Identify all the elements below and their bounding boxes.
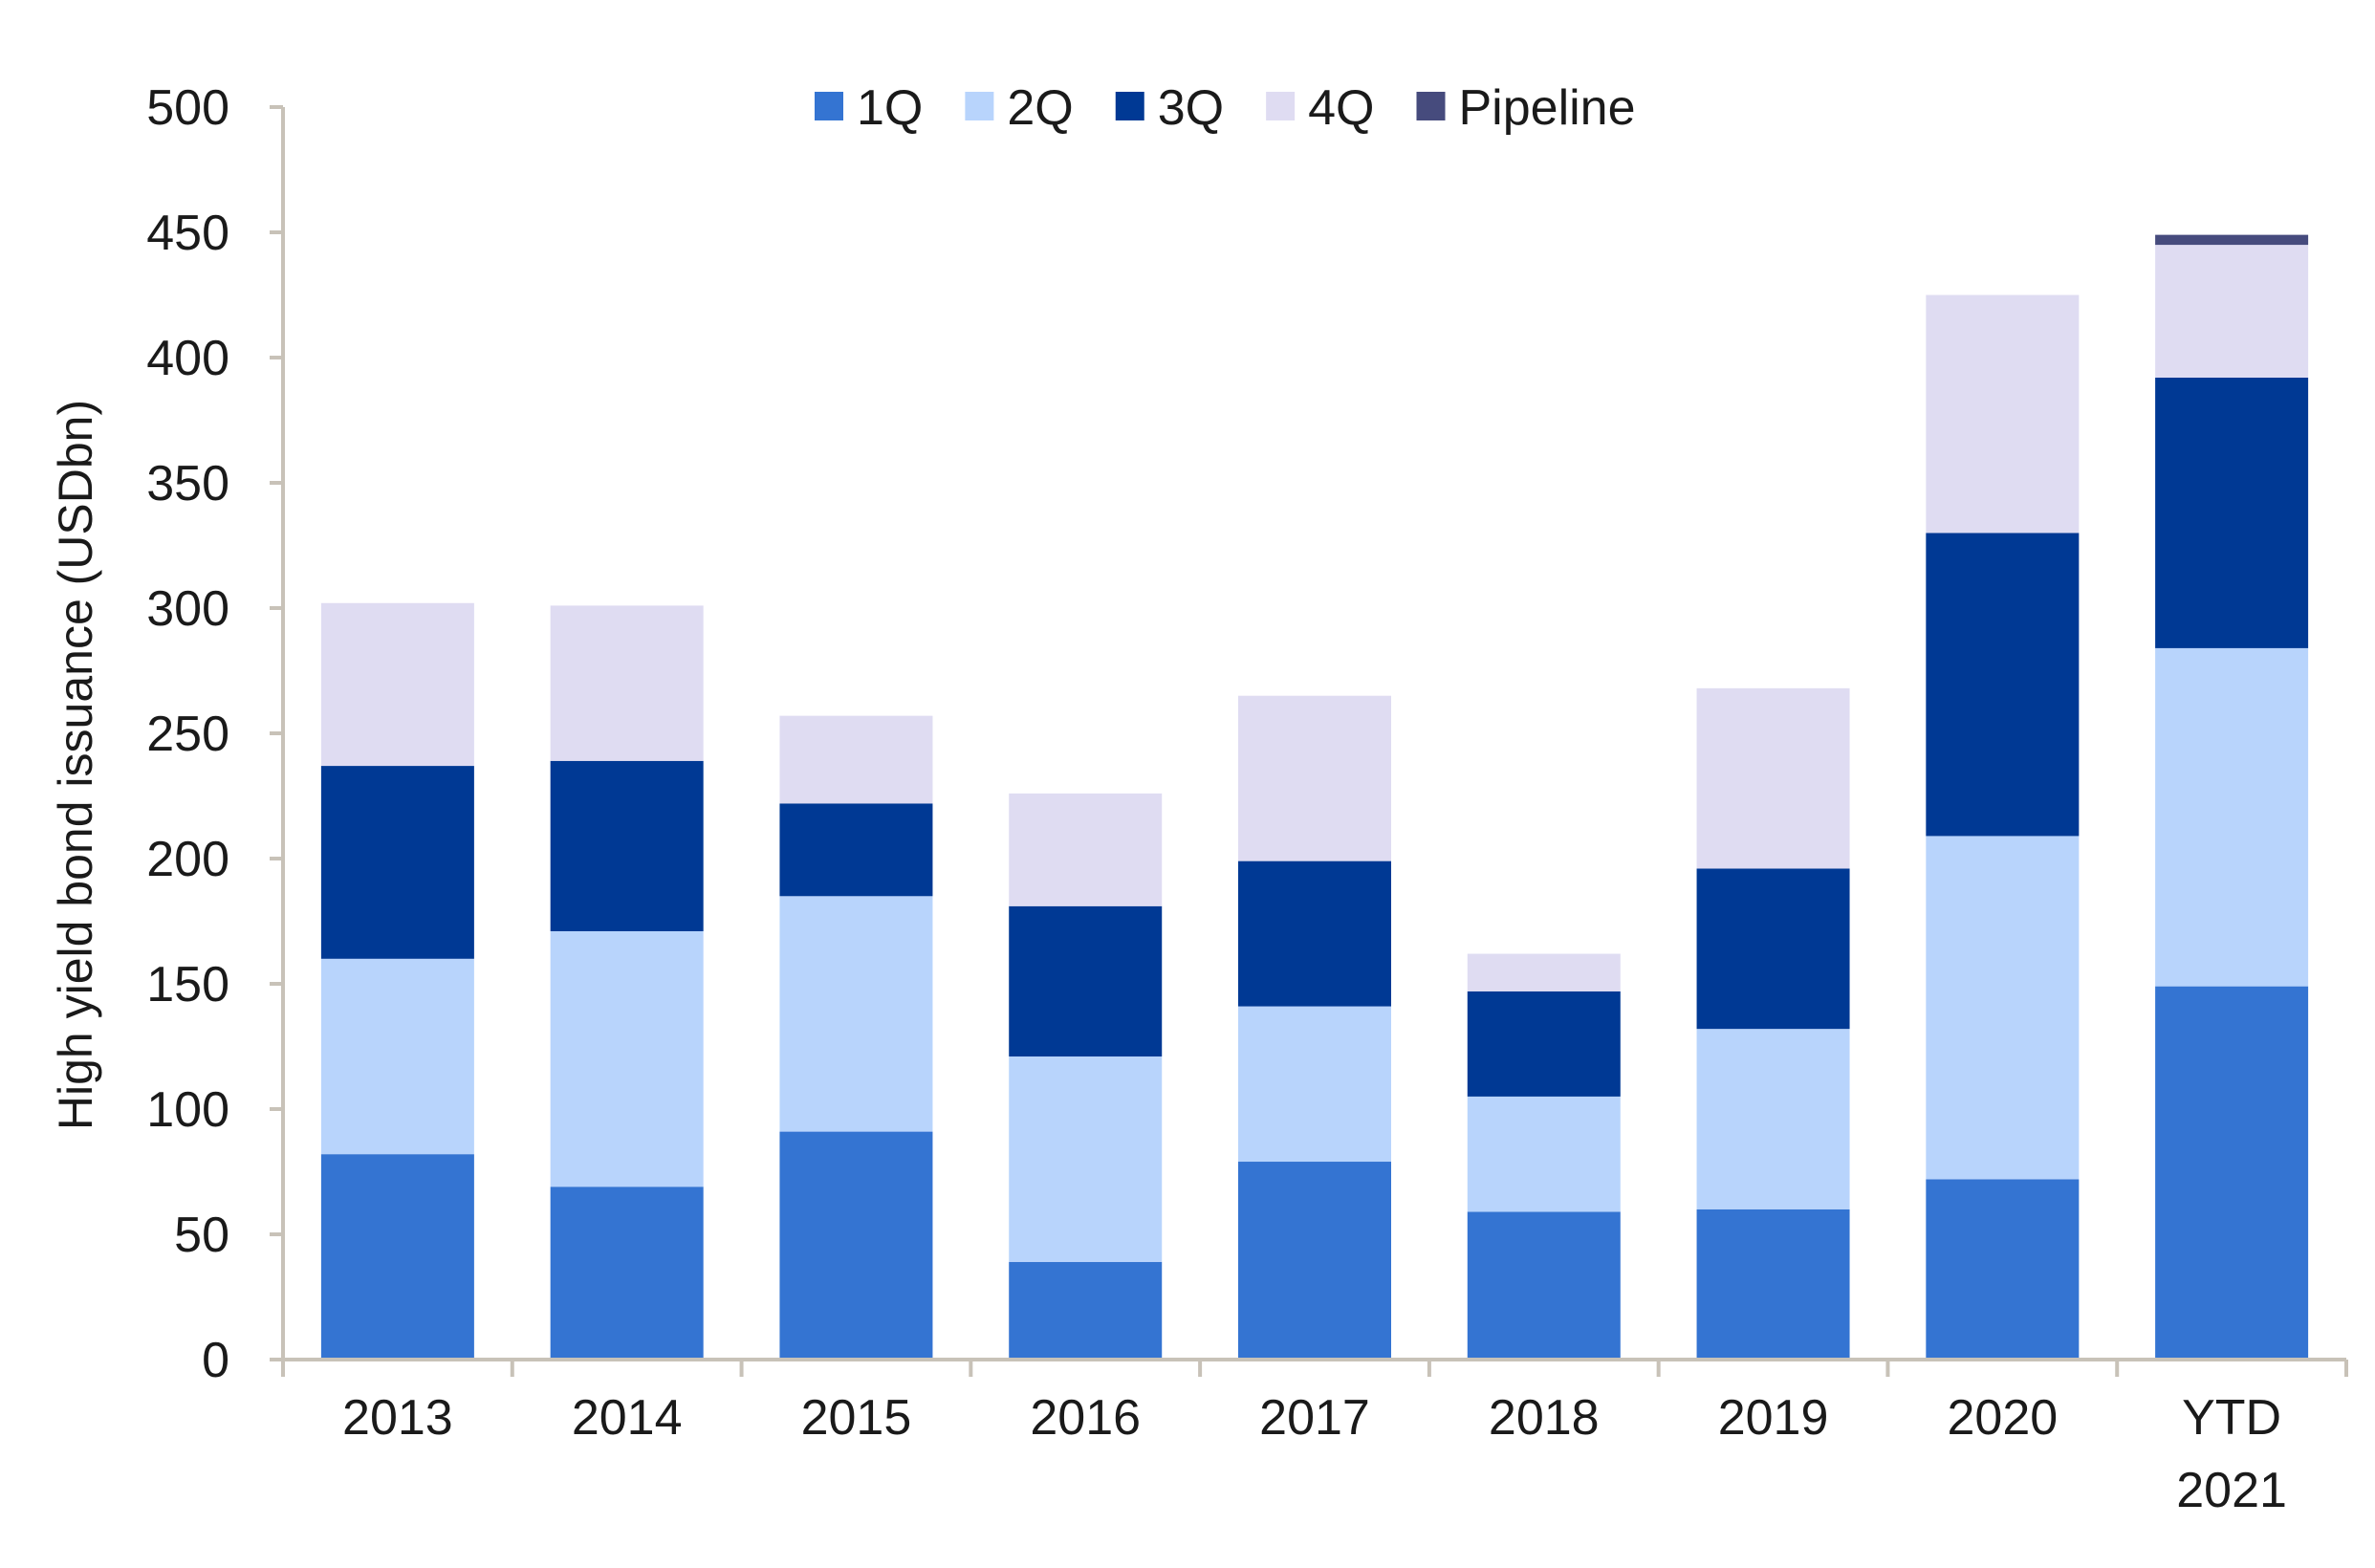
x-tick-label: 2019 — [1718, 1390, 1829, 1446]
bar-segment — [1238, 1162, 1391, 1360]
bar-segment — [550, 1187, 704, 1360]
bar-segment — [550, 605, 704, 761]
legend-swatch — [1266, 92, 1296, 120]
bar-segment — [1009, 905, 1163, 1056]
bar-segment — [1467, 1096, 1621, 1212]
x-tick-label: YTD — [2182, 1390, 2281, 1446]
legend-label: Pipeline — [1459, 80, 1636, 136]
bar-segment — [1696, 687, 1850, 869]
y-tick-label: 250 — [146, 707, 229, 762]
bar-segment — [2155, 986, 2309, 1360]
bar-segment — [1926, 294, 2080, 534]
legend-label: 2Q — [1007, 80, 1073, 136]
bar-segment — [1696, 868, 1850, 1030]
bars — [320, 234, 2309, 1360]
x-tick-label: 2021 — [2176, 1463, 2287, 1518]
x-tick-label: 2014 — [572, 1390, 683, 1446]
legend-swatch — [1416, 92, 1446, 120]
bar-segment — [320, 1154, 474, 1360]
bar-segment — [1467, 953, 1621, 991]
bar-segment — [1238, 695, 1391, 861]
bar-segment — [320, 766, 474, 959]
bar-segment — [550, 760, 704, 931]
bar-segment — [1696, 1029, 1850, 1209]
y-tick-label: 200 — [146, 832, 229, 887]
bar-segment — [1238, 1006, 1391, 1163]
bar-segment — [1926, 533, 2080, 837]
y-tick-label: 100 — [146, 1082, 229, 1138]
bar-segment — [2155, 245, 2309, 378]
x-tick-label: 2017 — [1259, 1390, 1370, 1446]
y-tick-label: 50 — [174, 1208, 229, 1263]
y-tick-label: 300 — [146, 581, 229, 637]
legend-swatch — [965, 92, 994, 120]
bar-segment — [550, 930, 704, 1187]
x-tick-label: 2020 — [1947, 1390, 2058, 1446]
bar-segment — [1009, 1261, 1163, 1360]
bar-segment — [320, 602, 474, 767]
bar-segment — [1009, 1056, 1163, 1262]
y-tick-label: 500 — [146, 80, 229, 136]
bar-segment — [1467, 991, 1621, 1097]
bar-segment — [779, 896, 933, 1132]
bar-segment — [779, 1131, 933, 1360]
legend-label: 3Q — [1158, 80, 1224, 136]
bar-segment — [779, 715, 933, 804]
x-tick-label: 2018 — [1489, 1390, 1600, 1446]
bar-segment — [1238, 860, 1391, 1007]
legend-swatch — [815, 92, 843, 120]
bar-segment — [2155, 234, 2309, 246]
y-axis-title: High yield bond issuance (USDbn) — [49, 400, 102, 1130]
legend-label: 1Q — [857, 80, 923, 136]
x-tick-label: 2016 — [1030, 1390, 1141, 1446]
x-axis: 2013 2014 2015 2016 2017 2018 2019 2020 YTD 2021 — [281, 1358, 2348, 1518]
legend-swatch — [1115, 92, 1144, 120]
y-tick-label: 400 — [146, 331, 229, 386]
legend-label: 4Q — [1308, 80, 1374, 136]
bar-segment — [2155, 377, 2309, 648]
legend: 1Q 2Q 3Q 4Q Pipeline — [815, 80, 1636, 136]
x-tick-label: 2013 — [342, 1390, 453, 1446]
bar-segment — [1926, 1179, 2080, 1360]
y-tick-label: 450 — [146, 206, 229, 261]
bar-segment — [1926, 836, 2080, 1180]
bar-segment — [1467, 1211, 1621, 1360]
bar-segment — [779, 803, 933, 897]
x-tick-label: 2015 — [801, 1390, 912, 1446]
y-axis: 0 50 100 150 200 250 300 350 400 450 500 — [146, 80, 285, 1388]
bar-segment — [1009, 793, 1163, 906]
y-tick-label: 350 — [146, 456, 229, 512]
y-tick-label: 0 — [202, 1333, 229, 1388]
y-tick-label: 150 — [146, 957, 229, 1013]
bar-segment — [1696, 1209, 1850, 1360]
bar-segment — [2155, 647, 2309, 987]
bar-segment — [320, 958, 474, 1155]
